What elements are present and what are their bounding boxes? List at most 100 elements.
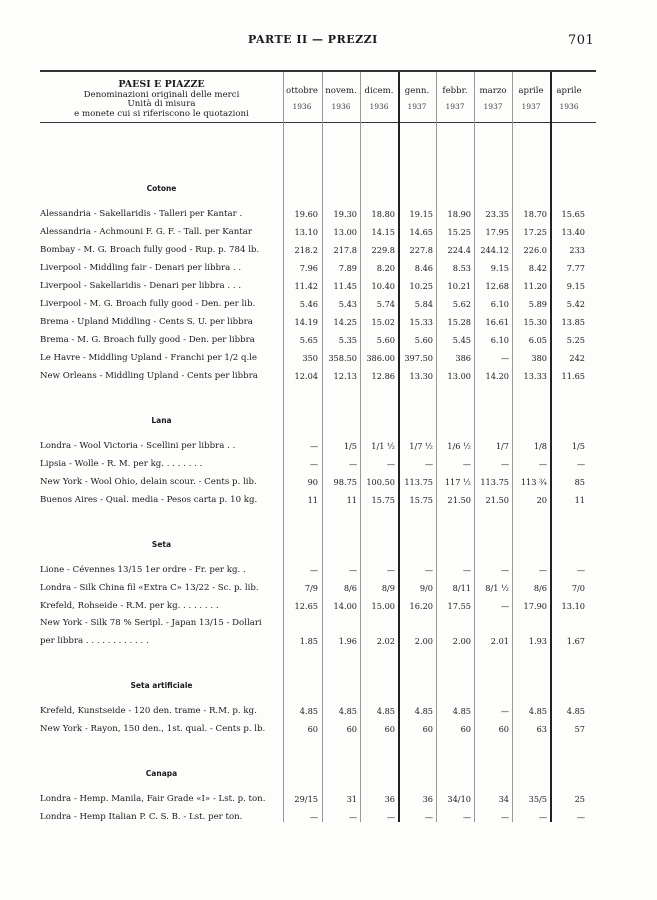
column-header-7: aprile 1936 <box>550 84 588 115</box>
price-cell: 14.19 <box>294 317 318 327</box>
commodity-label: Liverpool - Sakellaridis - Denari per li… <box>40 281 242 291</box>
price-cell: 10.21 <box>447 281 471 291</box>
price-cell: 60 <box>498 724 509 734</box>
price-cell: — <box>500 706 509 716</box>
commodity-label: Londra - Hemp. Manila, Fair Grade «I» - … <box>40 794 266 804</box>
column-month: genn. <box>404 86 430 96</box>
price-cell: 1.96 <box>338 636 357 646</box>
price-cell: 15.75 <box>409 495 433 505</box>
price-cell: — <box>309 565 318 575</box>
section-title: Lana <box>151 416 172 425</box>
commodity-label: Bombay - M. G. Broach fully good - Rup. … <box>40 245 260 255</box>
price-cell: 60 <box>384 724 395 734</box>
price-cell: 8/11 <box>452 583 471 593</box>
table-row: Buenos Aires - Qual. media - Pesos carta… <box>40 491 596 509</box>
price-cell: 10.25 <box>409 281 433 291</box>
price-cell: 4.85 <box>414 706 433 716</box>
price-cell: 17.55 <box>447 601 471 611</box>
price-cell: 113 ¾ <box>520 477 547 487</box>
price-cell: 229.8 <box>371 245 395 255</box>
price-cell: 2.00 <box>452 636 471 646</box>
price-cell: 5.60 <box>376 335 395 345</box>
commodity-label: Lipsia - Wolle - R. M. per kg. . . . . .… <box>40 459 203 469</box>
label-line: Denominazioni originali delle merci <box>83 89 240 100</box>
label-line: Unità di misura <box>127 99 196 109</box>
commodity-label: Brema - Upland Middling - Cents S. U. pe… <box>40 317 253 327</box>
price-cell: 9.15 <box>566 281 585 291</box>
price-cell: 8.53 <box>452 263 471 273</box>
price-cell: 227.8 <box>409 245 433 255</box>
column-month: aprile <box>518 86 544 96</box>
price-cell: 5.42 <box>566 299 585 309</box>
price-cell: 17.90 <box>523 601 547 611</box>
price-cell: 5.60 <box>414 335 433 345</box>
price-cell: 19.30 <box>333 209 357 219</box>
price-cell: 29/15 <box>294 794 318 804</box>
column-header-3: genn. 1937 <box>398 84 436 115</box>
commodity-label: Liverpool - Middling fair - Denari per l… <box>40 263 242 273</box>
price-cell: 8.42 <box>528 263 547 273</box>
price-cell: 1/5 <box>343 441 357 451</box>
table-row: Londra - Silk China fil «Extra C» 13/22 … <box>40 579 596 597</box>
price-cell: 7.77 <box>566 263 585 273</box>
price-cell: 5.45 <box>452 335 471 345</box>
price-cell: 98.75 <box>333 477 357 487</box>
table-row: New York - Wool Ohio, delain scour. - Ce… <box>40 473 596 491</box>
price-cell: 19.15 <box>409 209 433 219</box>
price-cell: 117 ½ <box>444 477 471 487</box>
column-year: 1936 <box>559 102 579 111</box>
price-cell: 9/0 <box>419 583 433 593</box>
price-cell: 13.10 <box>561 601 585 611</box>
header-rule <box>40 122 596 123</box>
table-row: Lione - Cévennes 13/15 1er ordre - Fr. p… <box>40 561 596 579</box>
commodity-label: Alessandria - Achmouni F. G. F. - Tall. … <box>40 227 252 237</box>
price-cell: — <box>576 565 585 575</box>
price-cell: 8/6 <box>343 583 357 593</box>
section-title: Seta artificiale <box>130 681 193 690</box>
price-cell: 2.00 <box>414 636 433 646</box>
table-row: Alessandria - Achmouni F. G. F. - Tall. … <box>40 223 596 241</box>
column-month: aprile <box>556 86 582 96</box>
price-cell: 11 <box>346 495 357 505</box>
price-cell: 12.13 <box>333 371 357 381</box>
price-cell: 11.65 <box>561 371 585 381</box>
price-cell: 217.8 <box>333 245 357 255</box>
price-cell: 15.65 <box>561 209 585 219</box>
price-cell: 21.50 <box>447 495 471 505</box>
price-cell: 5.62 <box>452 299 471 309</box>
price-cell: 13.00 <box>333 227 357 237</box>
price-cell: — <box>386 459 395 469</box>
price-cell: 17.25 <box>523 227 547 237</box>
table-row: New Orleans - Middling Upland - Cents pe… <box>40 367 596 385</box>
column-header: PAESI E PIAZZE Denominazioni originali d… <box>40 72 596 122</box>
price-cell: 5.46 <box>299 299 318 309</box>
price-cell: 60 <box>422 724 433 734</box>
table-row: Liverpool - M. G. Broach fully good - De… <box>40 295 596 313</box>
price-table: Cotone Alessandria - Sakellaridis - Talle… <box>40 125 596 826</box>
price-cell: — <box>538 459 547 469</box>
table-row: Bombay - M. G. Broach fully good - Rup. … <box>40 241 596 259</box>
label-column-header: PAESI E PIAZZE Denominazioni originali d… <box>40 80 283 119</box>
price-cell: 85 <box>574 477 585 487</box>
commodity-label: Londra - Hemp Italian P. C. S. B. - Lst.… <box>40 812 243 822</box>
price-cell: 18.70 <box>523 209 547 219</box>
price-cell: — <box>500 459 509 469</box>
price-cell: — <box>500 601 509 611</box>
price-cell: 8/6 <box>533 583 547 593</box>
price-cell: — <box>348 565 357 575</box>
price-cell: 13.30 <box>409 371 433 381</box>
price-cell: 11 <box>574 495 585 505</box>
page-number: 701 <box>568 33 595 48</box>
table-row: Krefeld, Rohseide - R.M. per kg. . . . .… <box>40 597 596 615</box>
price-cell: 8.20 <box>376 263 395 273</box>
price-cell: — <box>500 812 509 822</box>
column-year: 1936 <box>331 102 351 111</box>
price-cell: 2.01 <box>490 636 509 646</box>
price-cell: 380 <box>531 353 547 363</box>
price-cell: 233 <box>569 245 585 255</box>
price-cell: — <box>386 812 395 822</box>
price-cell: — <box>462 565 471 575</box>
price-cell: 36 <box>384 794 395 804</box>
price-cell: 13.10 <box>294 227 318 237</box>
